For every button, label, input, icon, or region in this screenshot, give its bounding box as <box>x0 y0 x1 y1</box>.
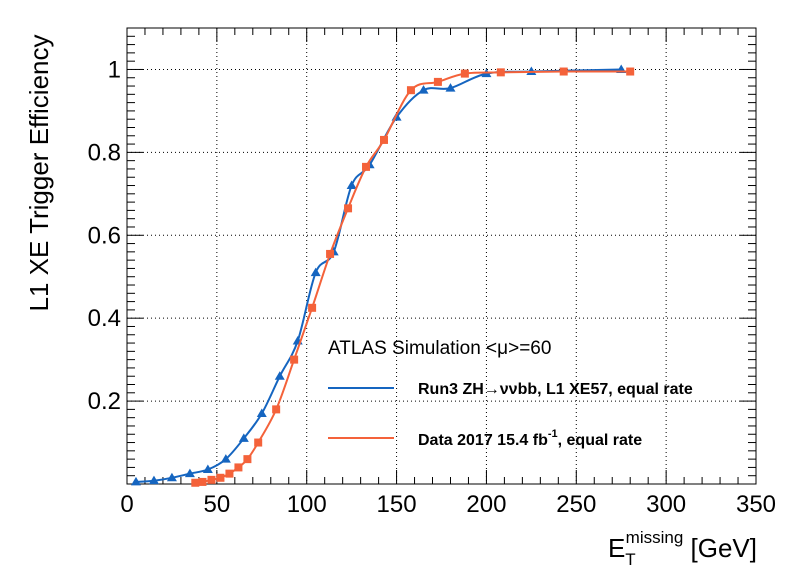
grid-lines <box>127 28 756 484</box>
series-0 <box>130 64 627 486</box>
data-point-square <box>433 77 442 86</box>
data-point-square <box>460 69 469 78</box>
data-point-triangle <box>166 472 177 482</box>
x-tick-label: 150 <box>377 491 417 518</box>
data-point-square <box>362 162 371 171</box>
x-tick-label: 300 <box>646 491 686 518</box>
x-tick-label: 200 <box>466 491 506 518</box>
x-tick-label: 250 <box>556 491 596 518</box>
data-point-triangle <box>346 180 357 190</box>
data-point-square <box>379 135 388 144</box>
series-line-1 <box>195 70 631 484</box>
y-tick-label: 1 <box>108 56 121 83</box>
data-point-triangle <box>148 475 159 485</box>
data-point-square <box>272 405 281 414</box>
data-point-square <box>308 303 317 312</box>
legend-label-data2017: Data 2017 15.4 fb-1, equal rate <box>418 428 642 449</box>
x-tick-label: 350 <box>736 491 776 518</box>
axis-ticks <box>126 27 757 485</box>
data-point-triangle <box>256 408 267 418</box>
x-tick-label: 100 <box>287 491 327 518</box>
y-tick-label: 0.6 <box>88 222 121 249</box>
x-axis-title-sub: T <box>625 550 635 569</box>
data-point-triangle <box>220 454 231 463</box>
x-tick-label: 0 <box>120 491 133 518</box>
data-point-square <box>496 68 505 77</box>
data-point-triangle <box>445 83 456 92</box>
data-point-triangle <box>274 371 285 380</box>
data-point-square <box>344 204 353 213</box>
data-point-square <box>559 67 568 76</box>
y-tick-label: 0.2 <box>88 388 121 415</box>
x-axis-title: ETmissing [GeV] <box>608 528 757 569</box>
x-tick-label: 50 <box>204 491 231 518</box>
data-point-square <box>290 355 299 364</box>
data-point-square <box>326 249 335 258</box>
data-point-triangle <box>130 476 141 486</box>
x-axis-title-base: E <box>608 533 625 563</box>
data-point-triangle <box>202 464 213 473</box>
series-layer <box>130 64 635 487</box>
data-point-square <box>406 86 415 95</box>
data-point-square <box>225 469 234 478</box>
data-point-square <box>207 475 216 484</box>
data-point-square <box>234 463 243 472</box>
y-tick-label: 0.8 <box>88 139 121 166</box>
y-tick-label: 0.4 <box>88 305 121 332</box>
data-point-square <box>243 455 252 464</box>
data-point-triangle <box>418 85 429 94</box>
x-axis-title-sup: missing <box>626 528 684 547</box>
series-line-0 <box>135 68 622 483</box>
data-point-square <box>198 477 207 486</box>
legend: Run3 ZH→ννbb, L1 XE57, equal rate Data 2… <box>328 381 693 449</box>
data-point-triangle <box>184 468 195 478</box>
y-tick-labels: 0.2 0.4 0.6 0.8 1 <box>88 56 121 415</box>
data-point-square <box>254 438 263 447</box>
data-point-square <box>626 67 635 76</box>
data-point-square <box>216 473 225 482</box>
plot-frame <box>126 27 757 485</box>
atlas-annotation: ATLAS Simulation <μ>=60 <box>328 338 551 359</box>
y-axis-title: L1 XE Trigger Efficiency <box>24 35 54 312</box>
x-axis-title-unit: [GeV] <box>683 533 757 563</box>
data-point-triangle <box>238 433 249 442</box>
data-point-triangle <box>310 267 321 277</box>
data-point-square <box>191 478 200 487</box>
x-tick-labels: 0 50 100 150 200 250 300 350 <box>120 491 776 518</box>
series-1 <box>191 67 635 487</box>
legend-label-run3: Run3 ZH→ννbb, L1 XE57, equal rate <box>418 381 693 398</box>
